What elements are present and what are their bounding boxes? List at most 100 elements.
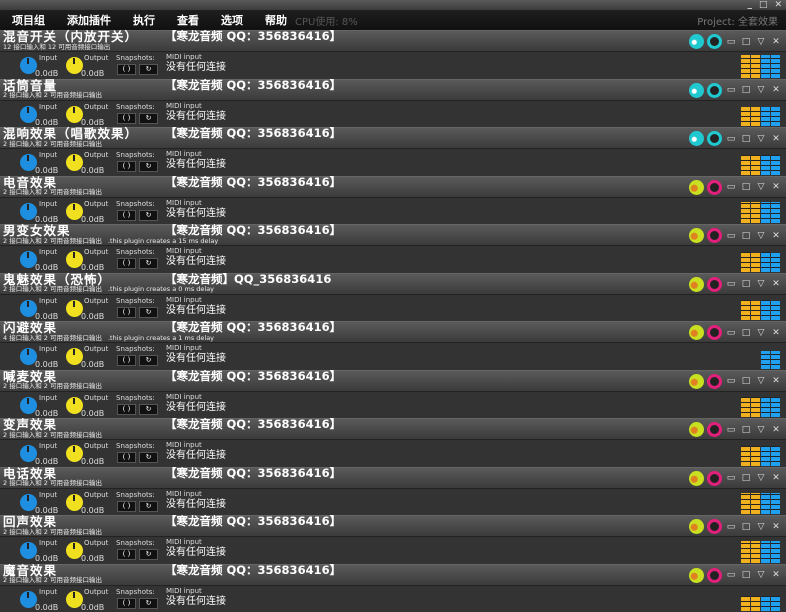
plugin-edit-icon[interactable] <box>689 34 704 49</box>
snapshot-recall-button[interactable]: ↻ <box>139 64 158 75</box>
plugin-power-icon[interactable] <box>707 568 722 583</box>
snapshot-recall-button[interactable]: ↻ <box>139 355 158 366</box>
plugin-edit-icon[interactable] <box>689 374 704 389</box>
plugin-header[interactable]: 闪避效果 4 接口输入和 2 可用音频接口输出.this plugin crea… <box>0 321 786 342</box>
plugin-header[interactable]: 电音效果 2 接口输入和 2 可用音频接口输出 【寒龙音频 QQ：3568364… <box>0 176 786 197</box>
window-plugin-icon[interactable]: □ <box>740 375 752 387</box>
menu-run[interactable]: 执行 <box>133 12 155 28</box>
remove-plugin-icon[interactable]: ✕ <box>770 181 782 193</box>
snapshot-recall-button[interactable]: ↻ <box>139 161 158 172</box>
window-plugin-icon[interactable]: □ <box>740 278 752 290</box>
plugin-edit-icon[interactable] <box>689 131 704 146</box>
plugin-edit-icon[interactable] <box>689 83 704 98</box>
window-plugin-icon[interactable]: □ <box>740 230 752 242</box>
plugin-edit-icon[interactable] <box>689 568 704 583</box>
snapshot-store-button[interactable]: ( ) <box>117 161 136 172</box>
minimize-plugin-icon[interactable]: ▭ <box>725 327 737 339</box>
collapse-plugin-icon[interactable]: ▽ <box>755 327 767 339</box>
minimize-plugin-icon[interactable]: ▭ <box>725 472 737 484</box>
plugin-header[interactable]: 话筒音量 2 接口输入和 2 可用音频接口输出 【寒龙音频 QQ：3568364… <box>0 79 786 100</box>
snapshot-store-button[interactable]: ( ) <box>117 258 136 269</box>
collapse-plugin-icon[interactable]: ▽ <box>755 84 767 96</box>
snapshot-store-button[interactable]: ( ) <box>117 307 136 318</box>
minimize-plugin-icon[interactable]: ▭ <box>725 181 737 193</box>
plugin-power-icon[interactable] <box>707 131 722 146</box>
window-plugin-icon[interactable]: □ <box>740 36 752 48</box>
collapse-plugin-icon[interactable]: ▽ <box>755 569 767 581</box>
snapshot-recall-button[interactable]: ↻ <box>139 307 158 318</box>
plugin-power-icon[interactable] <box>707 228 722 243</box>
menu-project-group[interactable]: 项目组 <box>12 12 45 28</box>
minimize-plugin-icon[interactable]: ▭ <box>725 36 737 48</box>
minimize-plugin-icon[interactable]: ▭ <box>725 375 737 387</box>
collapse-plugin-icon[interactable]: ▽ <box>755 230 767 242</box>
collapse-plugin-icon[interactable]: ▽ <box>755 521 767 533</box>
plugin-power-icon[interactable] <box>707 325 722 340</box>
remove-plugin-icon[interactable]: ✕ <box>770 36 782 48</box>
remove-plugin-icon[interactable]: ✕ <box>770 278 782 290</box>
window-plugin-icon[interactable]: □ <box>740 472 752 484</box>
snapshot-recall-button[interactable]: ↻ <box>139 113 158 124</box>
remove-plugin-icon[interactable]: ✕ <box>770 133 782 145</box>
snapshot-recall-button[interactable]: ↻ <box>139 452 158 463</box>
plugin-power-icon[interactable] <box>707 83 722 98</box>
plugin-header[interactable]: 混音开关（内放开关） 12 接口输入和 12 可用音频接口输出 【寒龙音频 QQ… <box>0 30 786 51</box>
maximize-button[interactable]: □ <box>759 0 768 10</box>
plugin-edit-icon[interactable] <box>689 519 704 534</box>
window-plugin-icon[interactable]: □ <box>740 327 752 339</box>
remove-plugin-icon[interactable]: ✕ <box>770 521 782 533</box>
plugin-power-icon[interactable] <box>707 34 722 49</box>
plugin-header[interactable]: 魔音效果 2 接口输入和 2 可用音频接口输出 【寒龙音频 QQ：3568364… <box>0 564 786 585</box>
window-plugin-icon[interactable]: □ <box>740 521 752 533</box>
snapshot-store-button[interactable]: ( ) <box>117 404 136 415</box>
snapshot-recall-button[interactable]: ↻ <box>139 258 158 269</box>
window-plugin-icon[interactable]: □ <box>740 84 752 96</box>
snapshot-store-button[interactable]: ( ) <box>117 501 136 512</box>
plugin-power-icon[interactable] <box>707 519 722 534</box>
minimize-button[interactable]: _ <box>747 0 752 10</box>
plugin-power-icon[interactable] <box>707 374 722 389</box>
snapshot-store-button[interactable]: ( ) <box>117 549 136 560</box>
plugin-header[interactable]: 变声效果 2 接口输入和 2 可用音频接口输出 【寒龙音频 QQ：3568364… <box>0 418 786 439</box>
snapshot-recall-button[interactable]: ↻ <box>139 210 158 221</box>
plugin-power-icon[interactable] <box>707 471 722 486</box>
snapshot-store-button[interactable]: ( ) <box>117 210 136 221</box>
close-window-button[interactable]: ✕ <box>774 0 782 10</box>
snapshot-store-button[interactable]: ( ) <box>117 113 136 124</box>
snapshot-store-button[interactable]: ( ) <box>117 355 136 366</box>
minimize-plugin-icon[interactable]: ▭ <box>725 84 737 96</box>
plugin-edit-icon[interactable] <box>689 325 704 340</box>
remove-plugin-icon[interactable]: ✕ <box>770 327 782 339</box>
collapse-plugin-icon[interactable]: ▽ <box>755 278 767 290</box>
minimize-plugin-icon[interactable]: ▭ <box>725 521 737 533</box>
menu-view[interactable]: 查看 <box>177 12 199 28</box>
collapse-plugin-icon[interactable]: ▽ <box>755 36 767 48</box>
snapshot-recall-button[interactable]: ↻ <box>139 598 158 609</box>
collapse-plugin-icon[interactable]: ▽ <box>755 181 767 193</box>
remove-plugin-icon[interactable]: ✕ <box>770 569 782 581</box>
snapshot-store-button[interactable]: ( ) <box>117 64 136 75</box>
snapshot-store-button[interactable]: ( ) <box>117 452 136 463</box>
collapse-plugin-icon[interactable]: ▽ <box>755 375 767 387</box>
plugin-edit-icon[interactable] <box>689 277 704 292</box>
snapshot-store-button[interactable]: ( ) <box>117 598 136 609</box>
remove-plugin-icon[interactable]: ✕ <box>770 375 782 387</box>
snapshot-recall-button[interactable]: ↻ <box>139 404 158 415</box>
snapshot-recall-button[interactable]: ↻ <box>139 501 158 512</box>
collapse-plugin-icon[interactable]: ▽ <box>755 472 767 484</box>
remove-plugin-icon[interactable]: ✕ <box>770 472 782 484</box>
plugin-header[interactable]: 男变女效果 2 接口输入和 2 可用音频接口输出.this plugin cre… <box>0 224 786 245</box>
plugin-edit-icon[interactable] <box>689 471 704 486</box>
plugin-power-icon[interactable] <box>707 277 722 292</box>
menu-help[interactable]: 帮助 <box>265 12 287 28</box>
plugin-header[interactable]: 回声效果 2 接口输入和 2 可用音频接口输出 【寒龙音频 QQ：3568364… <box>0 515 786 536</box>
minimize-plugin-icon[interactable]: ▭ <box>725 424 737 436</box>
plugin-header[interactable]: 电话效果 2 接口输入和 2 可用音频接口输出 【寒龙音频 QQ：3568364… <box>0 467 786 488</box>
minimize-plugin-icon[interactable]: ▭ <box>725 133 737 145</box>
plugin-power-icon[interactable] <box>707 180 722 195</box>
remove-plugin-icon[interactable]: ✕ <box>770 424 782 436</box>
plugin-header[interactable]: 喊麦效果 2 接口输入和 2 可用音频接口输出 【寒龙音频 QQ：3568364… <box>0 370 786 391</box>
plugin-edit-icon[interactable] <box>689 180 704 195</box>
window-plugin-icon[interactable]: □ <box>740 181 752 193</box>
collapse-plugin-icon[interactable]: ▽ <box>755 424 767 436</box>
